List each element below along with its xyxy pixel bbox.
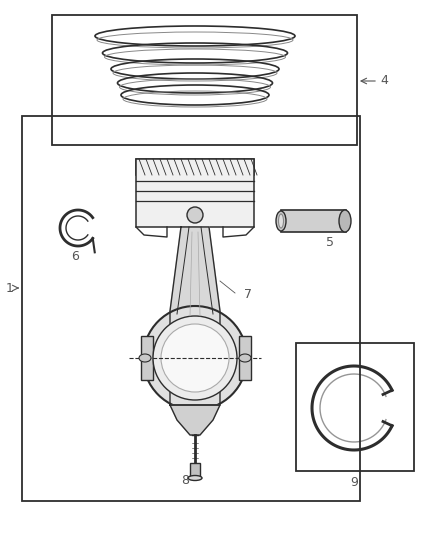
Text: 9: 9 xyxy=(350,477,358,489)
Circle shape xyxy=(187,207,203,223)
Bar xyxy=(190,463,200,478)
Bar xyxy=(239,336,251,380)
Ellipse shape xyxy=(339,210,351,232)
Text: 4: 4 xyxy=(380,75,388,87)
Polygon shape xyxy=(170,405,220,435)
Bar xyxy=(136,159,254,175)
Bar xyxy=(296,343,414,471)
Text: 1: 1 xyxy=(6,281,14,295)
Ellipse shape xyxy=(139,354,151,362)
Text: 8: 8 xyxy=(181,474,189,488)
Bar xyxy=(136,159,254,227)
Text: 5: 5 xyxy=(326,236,334,248)
Bar xyxy=(141,336,153,380)
Ellipse shape xyxy=(276,211,286,231)
Ellipse shape xyxy=(239,354,251,362)
Text: 7: 7 xyxy=(244,288,252,302)
Polygon shape xyxy=(170,227,220,405)
Ellipse shape xyxy=(188,475,202,481)
Bar xyxy=(22,116,360,501)
Circle shape xyxy=(143,306,247,410)
Ellipse shape xyxy=(279,214,283,228)
Circle shape xyxy=(153,316,237,400)
Bar xyxy=(281,210,346,232)
Circle shape xyxy=(161,324,229,392)
Bar xyxy=(52,15,357,145)
Text: 6: 6 xyxy=(71,251,79,263)
